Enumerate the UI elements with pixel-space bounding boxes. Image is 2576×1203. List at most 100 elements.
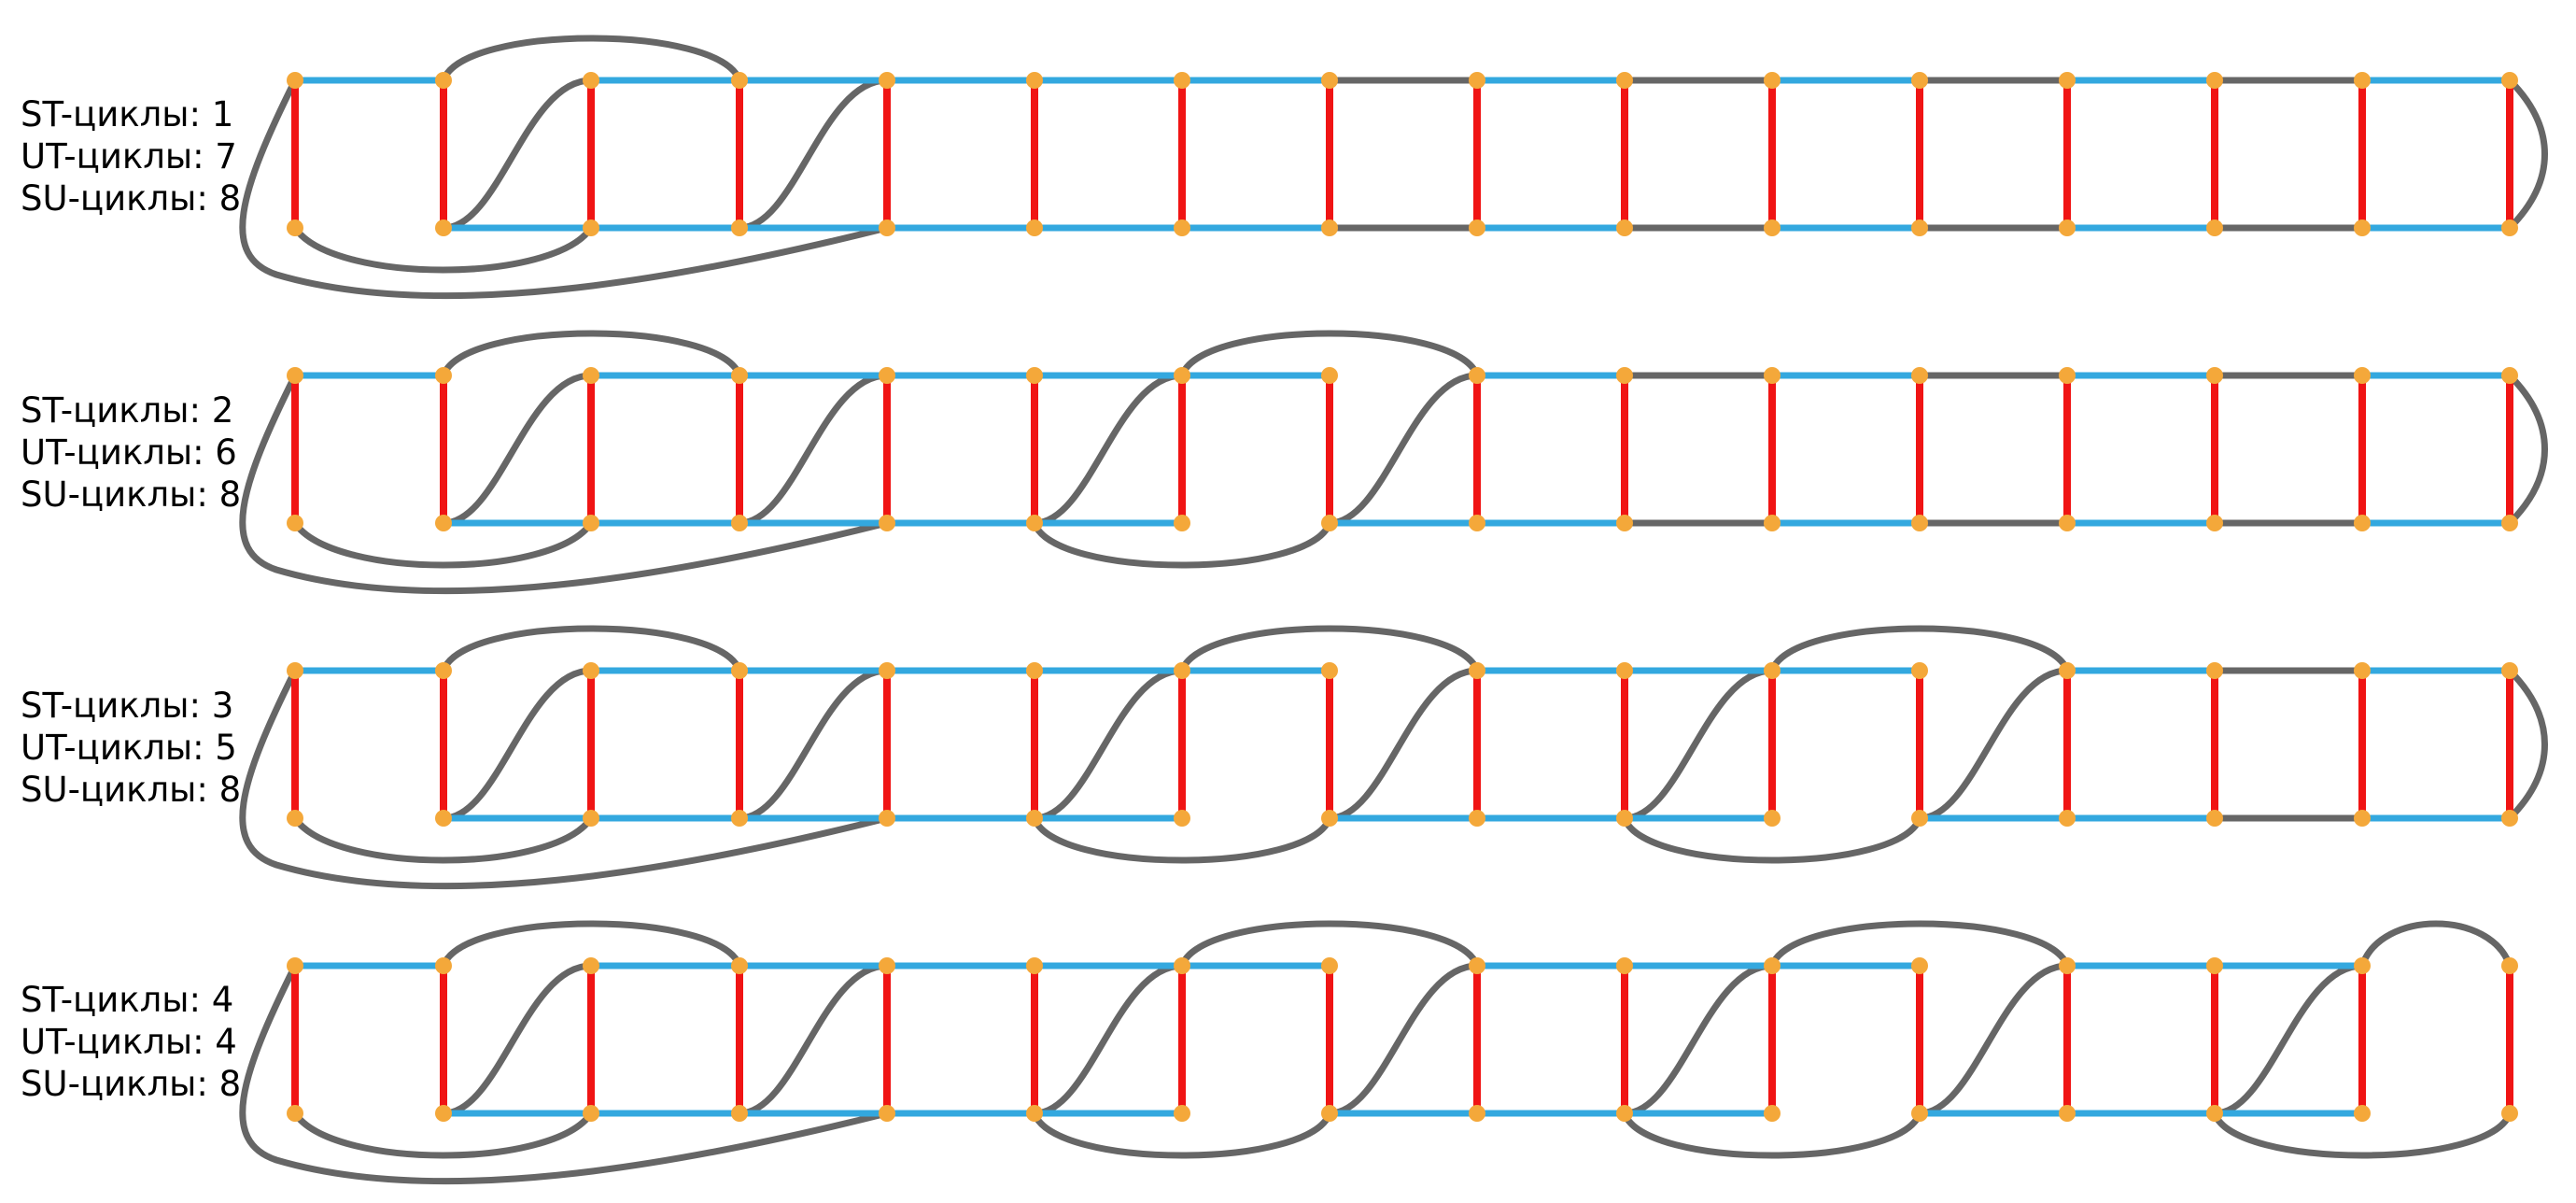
- panel-4-bottom-node-4: [731, 1105, 748, 1122]
- panel-1-bottom-node-2: [435, 219, 452, 236]
- panel-4-su-label: SU-циклы: 8: [21, 1064, 241, 1104]
- panel-1-top-node-5: [879, 72, 895, 89]
- panel-3-bottom-node-5: [879, 810, 895, 827]
- panel-1-top-node-12: [1911, 72, 1928, 89]
- panel-2-top-node-16: [2501, 367, 2518, 384]
- panel-2-bottom-node-14: [2206, 515, 2223, 531]
- panel-3-cross-arc-2: [736, 667, 891, 822]
- panel-2-top-node-1: [287, 367, 303, 384]
- panel-3-bottom-node-2: [435, 810, 452, 827]
- panel-1-bottom-node-12: [1911, 219, 1928, 236]
- panel-1-end-arc: [2506, 77, 2548, 232]
- panel-3-cross-arc-1: [440, 667, 595, 822]
- panel-2-top-node-12: [1911, 367, 1928, 384]
- panel-1-bottom-node-5: [879, 219, 895, 236]
- panel-1-top-node-3: [583, 72, 599, 89]
- panel-1-bottom-node-14: [2206, 219, 2223, 236]
- panel-2-bottom-node-5: [879, 515, 895, 531]
- panel-4-outer-loop-arc: [239, 962, 891, 1185]
- panel-1-bottom-node-8: [1321, 219, 1338, 236]
- panel-1-top-node-10: [1616, 72, 1633, 89]
- panel-1-cross-arc-2: [736, 77, 891, 232]
- panel-3-bottom-node-11: [1764, 810, 1781, 827]
- panel-3-upper-arc-2: [1178, 625, 1481, 674]
- panel-1-top-node-14: [2206, 72, 2223, 89]
- panel-3-bottom-node-13: [2059, 810, 2076, 827]
- panel-4-top-node-8: [1321, 957, 1338, 974]
- panel-2-bottom-node-16: [2501, 515, 2518, 531]
- panel-2-bottom-node-7: [1174, 515, 1190, 531]
- panel-1-top-node-9: [1469, 72, 1485, 89]
- panel-4-cross-arc-5: [1621, 962, 1776, 1117]
- panel-2-bottom-node-6: [1026, 515, 1043, 531]
- panel-2-bottom-node-12: [1911, 515, 1928, 531]
- panel-1-top-node-7: [1174, 72, 1190, 89]
- panel-3-st-label: ST-циклы: 3: [21, 686, 233, 726]
- panel-2-top-node-9: [1469, 367, 1485, 384]
- panel-3-bottom-node-12: [1911, 810, 1928, 827]
- panel-1-bottom-node-6: [1026, 219, 1043, 236]
- panel-1-top-node-15: [2354, 72, 2371, 89]
- panel-1-top-node-2: [435, 72, 452, 89]
- panel-1-bottom-node-10: [1616, 219, 1633, 236]
- panel-3-cross-arc-6: [1916, 667, 2071, 822]
- panel-4-top-node-9: [1469, 957, 1485, 974]
- panel-3-top-node-2: [435, 662, 452, 679]
- panel-3-lower-arc-1: [1031, 814, 1333, 864]
- panel-1-top-node-4: [731, 72, 748, 89]
- panel-1-bottom-node-16: [2501, 219, 2518, 236]
- panel-3-bottom-node-4: [731, 810, 748, 827]
- panel-4-top-node-3: [583, 957, 599, 974]
- panel-2-ut-label: UT-циклы: 6: [21, 432, 237, 473]
- panel-4-lower-arc-1: [1031, 1110, 1333, 1159]
- panel-2-outer-loop-arc: [239, 372, 891, 595]
- panel-4-cross-arc-1: [440, 962, 595, 1117]
- panel-2-bottom-node-8: [1321, 515, 1338, 531]
- panel-2-top-node-4: [731, 367, 748, 384]
- panel-2-cross-arc-4: [1326, 372, 1481, 527]
- panel-3-top-node-7: [1174, 662, 1190, 679]
- panel-3-bottom-node-10: [1616, 810, 1633, 827]
- panel-4-bottom-node-16: [2501, 1105, 2518, 1122]
- panel-4-bottom-node-12: [1911, 1105, 1928, 1122]
- panel-2-st-label: ST-циклы: 2: [21, 390, 233, 431]
- panel-3-bottom-node-14: [2206, 810, 2223, 827]
- panel-1-top-node-6: [1026, 72, 1043, 89]
- panel-4-cross-arc-7: [2211, 962, 2366, 1117]
- panel-1-top-node-1: [287, 72, 303, 89]
- panel-3-cross-arc-5: [1621, 667, 1776, 822]
- panel-3-top-node-1: [287, 662, 303, 679]
- panel-4-cross-arc-3: [1031, 962, 1186, 1117]
- panel-4-upper-arc-4: [2358, 920, 2513, 969]
- panel-4-lower-arc-2: [1621, 1110, 1923, 1159]
- panel-1-top-node-13: [2059, 72, 2076, 89]
- panel-4-upper-arc-3: [1768, 920, 2071, 969]
- panel-3-bottom-node-1: [287, 810, 303, 827]
- panel-2-bottom-node-13: [2059, 515, 2076, 531]
- panel-2-top-node-14: [2206, 367, 2223, 384]
- panel-2-upper-arc-2: [1178, 330, 1481, 379]
- panel-4-cross-arc-2: [736, 962, 891, 1117]
- panel-2-top-node-7: [1174, 367, 1190, 384]
- panel-3-top-node-15: [2354, 662, 2371, 679]
- panel-3-bottom-node-15: [2354, 810, 2371, 827]
- panel-4-top-node-12: [1911, 957, 1928, 974]
- panel-4-lower-loop-arc: [291, 1110, 595, 1159]
- panel-4-cross-arc-4: [1326, 962, 1481, 1117]
- panel-2-top-node-2: [435, 367, 452, 384]
- panel-4-bottom-node-10: [1616, 1105, 1633, 1122]
- panel-1-outer-loop-arc: [239, 77, 891, 300]
- panel-4-top-node-14: [2206, 957, 2223, 974]
- panel-2-top-node-10: [1616, 367, 1633, 384]
- panel-2-su-label: SU-циклы: 8: [21, 474, 241, 515]
- panel-2-cross-arc-3: [1031, 372, 1186, 527]
- panel-3-bottom-node-3: [583, 810, 599, 827]
- panel-4-bottom-node-15: [2354, 1105, 2371, 1122]
- panel-3-end-arc: [2506, 667, 2548, 822]
- panel-3-top-node-6: [1026, 662, 1043, 679]
- panel-1-top-node-16: [2501, 72, 2518, 89]
- panel-4-bottom-node-3: [583, 1105, 599, 1122]
- panel-4-bottom-node-6: [1026, 1105, 1043, 1122]
- panel-1-st-label: ST-циклы: 1: [21, 94, 233, 134]
